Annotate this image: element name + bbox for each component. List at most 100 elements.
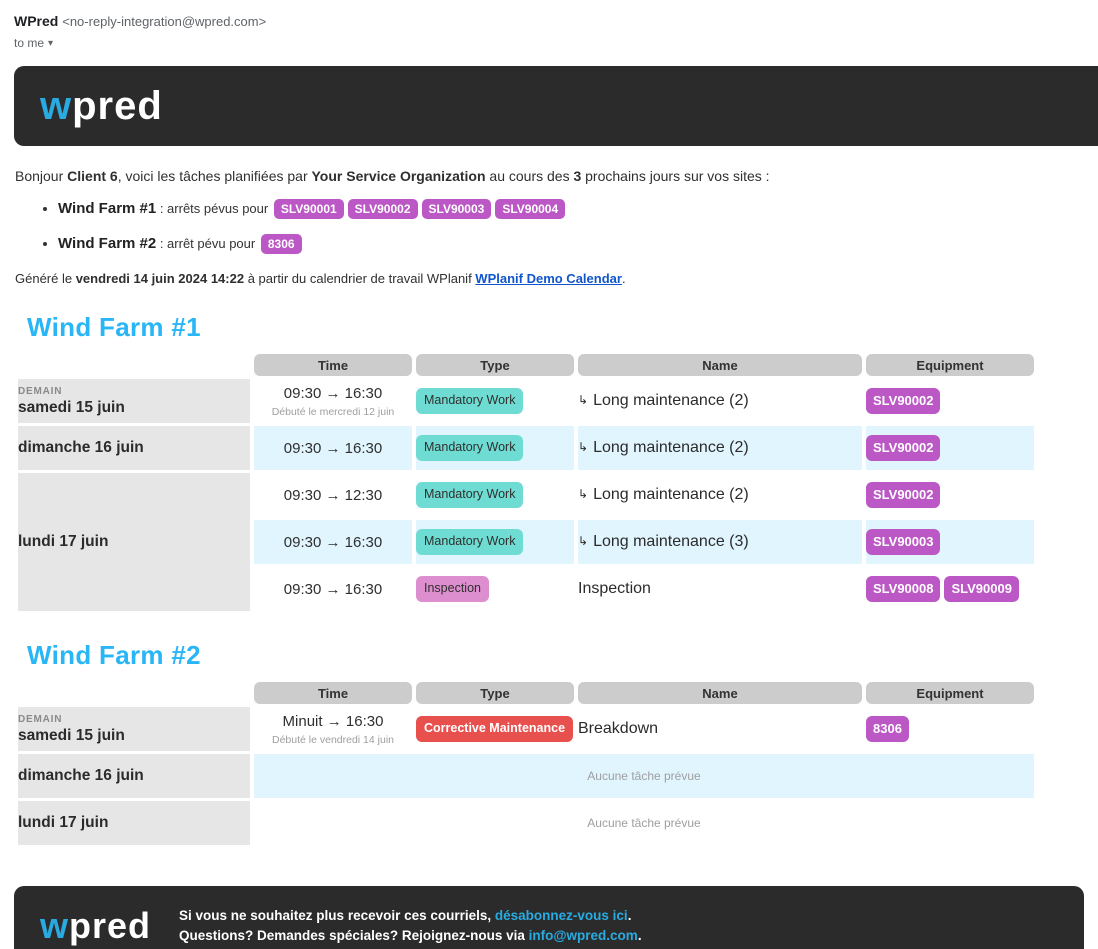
- equipment-badge: SLV90002: [866, 388, 941, 414]
- equipment-badge: SLV90008: [866, 576, 941, 602]
- name-cell: ↳ Long maintenance (3): [578, 520, 862, 564]
- task-row: 09:30 → 16:30 Inspection Inspection SLV9…: [18, 567, 1034, 611]
- table-header-row: Time Type Name Equipment: [18, 354, 1034, 376]
- schedule-table-wind-farm-1: Time Type Name Equipment DEMAIN samedi 1…: [14, 351, 1038, 614]
- type-badge: Mandatory Work: [416, 529, 524, 555]
- column-header-equipment: Equipment: [866, 682, 1034, 704]
- equipment-badge: SLV90002: [866, 435, 941, 461]
- time-note: Débuté le mercredi 12 juin: [271, 405, 395, 418]
- subtask-arrow-icon: ↳: [578, 440, 589, 454]
- logo-rest: pred: [69, 905, 152, 946]
- time-cell: 09:30 → 16:30: [254, 426, 412, 470]
- day-date: lundi 17 juin: [18, 533, 109, 550]
- type-cell: Mandatory Work: [416, 520, 574, 564]
- column-header-equipment: Equipment: [866, 354, 1034, 376]
- type-badge: Mandatory Work: [416, 482, 524, 508]
- sender-line: WPred <no-reply-integration@wpred.com>: [14, 12, 1098, 31]
- logo-rest: pred: [72, 84, 163, 128]
- time-note: Débuté le vendredi 14 juin: [271, 733, 394, 746]
- wpred-logo: wpred: [40, 86, 163, 126]
- task-row: 09:30 → 16:30 Mandatory Work ↳ Long maint…: [18, 520, 1034, 564]
- client-name: Client 6: [67, 168, 118, 184]
- summary-label: : arrêt pévu pour: [156, 236, 256, 251]
- task-name: Long maintenance (3): [593, 533, 749, 550]
- time-cell: 09:30 → 12:30: [254, 473, 412, 517]
- day-cell: dimanche 16 juin: [18, 426, 250, 470]
- intro-text: au cours des: [485, 168, 574, 184]
- day-date: dimanche 16 juin: [18, 767, 144, 784]
- subtask-arrow-icon: ↳: [578, 393, 589, 407]
- type-cell: Mandatory Work: [416, 473, 574, 517]
- equipment-badge: SLV90001: [273, 199, 344, 220]
- days-count: 3: [573, 168, 582, 184]
- site-name: Wind Farm #2: [58, 235, 157, 252]
- organization-name: Your Service Organization: [311, 168, 486, 184]
- footer-text: Si vous ne souhaitez plus recevoir ces c…: [179, 908, 495, 923]
- type-badge: Mandatory Work: [416, 388, 524, 414]
- task-name: Long maintenance (2): [593, 486, 749, 503]
- day-date: samedi 15 juin: [18, 726, 125, 744]
- section-title-wind-farm-2: Wind Farm #2: [27, 640, 201, 670]
- type-cell: Inspection: [416, 567, 574, 611]
- no-task-message: Aucune tâche prévue: [587, 816, 701, 830]
- message-header: WPred <no-reply-integration@wpred.com> t…: [0, 0, 1098, 52]
- calendar-link[interactable]: WPlanif Demo Calendar: [475, 271, 622, 286]
- date-column-spacer: [18, 354, 250, 376]
- task-row: DEMAIN samedi 15 juin 09:30 → 16:30 Débu…: [18, 379, 1034, 423]
- contact-email-link[interactable]: info@wpred.com: [528, 928, 638, 943]
- time-range: 09:30 → 16:30: [283, 384, 383, 402]
- recipient-expander[interactable]: to me ▾: [14, 36, 53, 50]
- section-title-wind-farm-1: Wind Farm #1: [27, 312, 201, 342]
- chevron-down-icon[interactable]: ▾: [48, 37, 54, 49]
- subtask-arrow-icon: ↳: [578, 534, 589, 548]
- logo-w: w: [40, 84, 73, 128]
- equipment-cell: SLV90008 SLV90009: [866, 567, 1034, 611]
- no-task-message: Aucune tâche prévue: [254, 754, 1034, 798]
- equipment-badge: SLV90004: [495, 199, 566, 220]
- email-footer: wpred Si vous ne souhaitez plus recevoir…: [14, 886, 1084, 949]
- equipment-cell: 8306: [866, 707, 1034, 751]
- date-column-spacer: [18, 682, 250, 704]
- summary-item-wind-farm-1: Wind Farm #1 : arrêts pévus pour SLV9000…: [58, 196, 1098, 222]
- time-range: 09:30 → 16:30: [283, 580, 383, 598]
- time-cell: 09:30 → 16:30: [254, 567, 412, 611]
- schedule-table-wind-farm-2: Time Type Name Equipment DEMAIN samedi 1…: [14, 679, 1038, 848]
- equipment-badge: 8306: [866, 716, 909, 742]
- day-cell: DEMAIN samedi 15 juin: [18, 707, 250, 751]
- summary-item-wind-farm-2: Wind Farm #2 : arrêt pévu pour 8306: [58, 231, 1098, 257]
- equipment-cell: SLV90002: [866, 379, 1034, 423]
- day-cell: dimanche 16 juin: [18, 754, 250, 798]
- footer-text: .: [637, 928, 642, 943]
- time-range: 09:30 → 16:30: [283, 439, 383, 457]
- time-range: 09:30 → 12:30: [283, 486, 383, 504]
- name-cell: ↳ Long maintenance (2): [578, 426, 862, 470]
- sender-email: <no-reply-integration@wpred.com>: [62, 14, 267, 29]
- type-badge: Corrective Maintenance: [416, 716, 574, 742]
- subtask-arrow-icon: ↳: [578, 487, 589, 501]
- equipment-badge: SLV90003: [866, 529, 941, 555]
- column-header-time: Time: [254, 354, 412, 376]
- footer-text: Questions? Demandes spéciales? Rejoignez…: [179, 928, 529, 943]
- task-row: lundi 17 juin 09:30 → 12:30 Mandatory Wo…: [18, 473, 1034, 611]
- empty-day-row: dimanche 16 juin Aucune tâche prévue: [18, 754, 1034, 798]
- column-header-type: Type: [416, 682, 574, 704]
- day-date: dimanche 16 juin: [18, 439, 144, 456]
- unsubscribe-link[interactable]: désabonnez-vous ici: [494, 908, 628, 923]
- day-date: lundi 17 juin: [18, 814, 109, 831]
- time-range: 09:30 → 16:30: [283, 533, 383, 551]
- name-cell: Inspection: [578, 567, 862, 611]
- type-badge: Inspection: [416, 576, 489, 602]
- generated-datetime: vendredi 14 juin 2024 14:22: [75, 271, 245, 286]
- footer-text: Si vous ne souhaitez plus recevoir ces c…: [179, 906, 642, 946]
- time-cell: 09:30 → 16:30 Débuté le mercredi 12 juin: [254, 379, 412, 423]
- intro-paragraph: Bonjour Client 6, voici les tâches plani…: [15, 168, 1098, 184]
- type-cell: Mandatory Work: [416, 426, 574, 470]
- intro-text: , voici les tâches planifiées par: [117, 168, 312, 184]
- footer-text: .: [627, 908, 632, 923]
- day-cell: DEMAIN samedi 15 juin: [18, 379, 250, 423]
- equipment-badge: SLV90009: [944, 576, 1019, 602]
- column-header-name: Name: [578, 354, 862, 376]
- brand-banner: wpred: [14, 66, 1098, 146]
- summary-label: : arrêts pévus pour: [156, 201, 269, 216]
- column-header-type: Type: [416, 354, 574, 376]
